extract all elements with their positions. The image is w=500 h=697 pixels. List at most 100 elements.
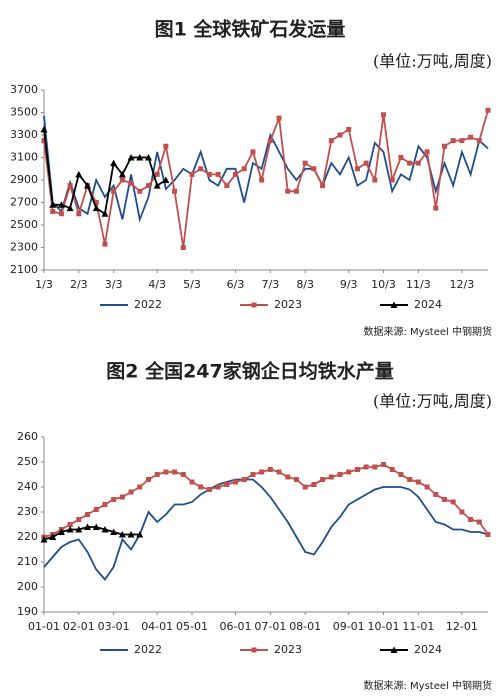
marker <box>84 523 92 530</box>
marker <box>76 211 82 217</box>
y-tick-label: 2900 <box>10 173 38 186</box>
marker <box>92 204 100 212</box>
marker <box>101 210 109 217</box>
marker <box>250 149 256 155</box>
legend-label: 2022 <box>134 643 162 656</box>
marker <box>110 528 118 535</box>
y-tick-label: 200 <box>17 580 38 593</box>
marker <box>93 200 99 205</box>
y-tick-label: 3700 <box>10 83 38 96</box>
marker <box>259 469 265 475</box>
marker <box>128 180 134 186</box>
marker <box>128 489 134 495</box>
marker <box>285 188 291 194</box>
source: 数据来源: Mysteel 中钢期货 <box>364 679 493 692</box>
marker <box>407 477 413 482</box>
y-tick-label: 2500 <box>10 218 38 231</box>
marker <box>180 245 186 250</box>
x-tick-label: 10/3 <box>371 278 396 291</box>
legend-label: 2022 <box>134 298 162 311</box>
marker <box>233 171 239 177</box>
marker <box>293 477 299 482</box>
marker <box>67 522 73 527</box>
legend-label: 2024 <box>414 298 442 311</box>
marker <box>390 646 398 653</box>
marker <box>390 301 398 308</box>
x-tick-label: 05-01 <box>176 620 208 633</box>
y-tick-label: 260 <box>17 430 38 443</box>
marker <box>267 467 273 472</box>
marker <box>320 183 326 189</box>
marker <box>476 519 482 525</box>
marker <box>198 166 204 172</box>
y-tick-label: 3500 <box>10 106 38 119</box>
marker <box>459 509 465 515</box>
marker <box>110 159 118 167</box>
marker <box>250 472 256 477</box>
marker <box>93 507 99 512</box>
marker <box>154 171 160 177</box>
marker <box>102 241 108 247</box>
marker <box>241 166 247 172</box>
marker <box>381 112 387 118</box>
marker <box>154 472 160 477</box>
marker <box>328 138 334 144</box>
x-tick-label: 11/3 <box>406 278 431 291</box>
marker <box>180 472 186 477</box>
y-tick-label: 3300 <box>10 128 38 141</box>
x-tick-label: 2/3 <box>70 278 88 291</box>
marker <box>346 126 352 132</box>
marker <box>101 526 109 533</box>
marker <box>363 160 369 166</box>
marker <box>398 155 404 160</box>
marker <box>75 170 83 178</box>
marker <box>372 177 378 183</box>
marker <box>136 154 144 161</box>
marker <box>145 183 151 189</box>
marker <box>468 134 474 140</box>
marker <box>153 182 161 189</box>
x-tick-label: 10-01 <box>368 620 400 633</box>
x-tick-label: 6/3 <box>227 278 245 291</box>
marker <box>66 204 74 212</box>
marker <box>407 160 413 166</box>
marker <box>119 177 125 183</box>
chart-subtitle: (单位:万吨,周度) <box>373 392 492 411</box>
y-tick-label: 190 <box>17 605 38 618</box>
marker <box>459 138 465 144</box>
marker <box>311 482 317 487</box>
marker <box>58 211 64 217</box>
marker <box>251 302 257 308</box>
x-tick-label: 8/3 <box>296 278 314 291</box>
marker <box>328 474 334 480</box>
marker <box>424 484 430 490</box>
chart-subtitle: (单位:万吨,周度) <box>373 52 492 71</box>
line <box>43 115 489 223</box>
x-tick-label: 12/3 <box>450 278 475 291</box>
line <box>43 110 489 248</box>
marker <box>424 149 430 155</box>
marker <box>66 526 74 533</box>
marker <box>76 517 82 522</box>
marker <box>172 469 178 475</box>
marker <box>163 469 169 475</box>
marker <box>302 484 308 490</box>
marker <box>363 464 369 470</box>
marker <box>84 182 92 189</box>
y-tick-label: 220 <box>17 530 38 543</box>
marker <box>127 154 135 161</box>
marker <box>198 484 204 490</box>
marker <box>163 143 169 149</box>
x-tick-label: 3/3 <box>105 278 123 291</box>
marker <box>398 472 404 477</box>
x-tick-label: 01-01 <box>28 620 60 633</box>
marker <box>137 188 143 194</box>
marker <box>41 138 47 144</box>
x-tick-label: 7/3 <box>262 278 280 291</box>
marker <box>49 201 57 208</box>
legend-label: 2023 <box>274 298 302 311</box>
marker <box>485 107 491 113</box>
marker <box>111 497 117 502</box>
marker <box>50 209 56 214</box>
